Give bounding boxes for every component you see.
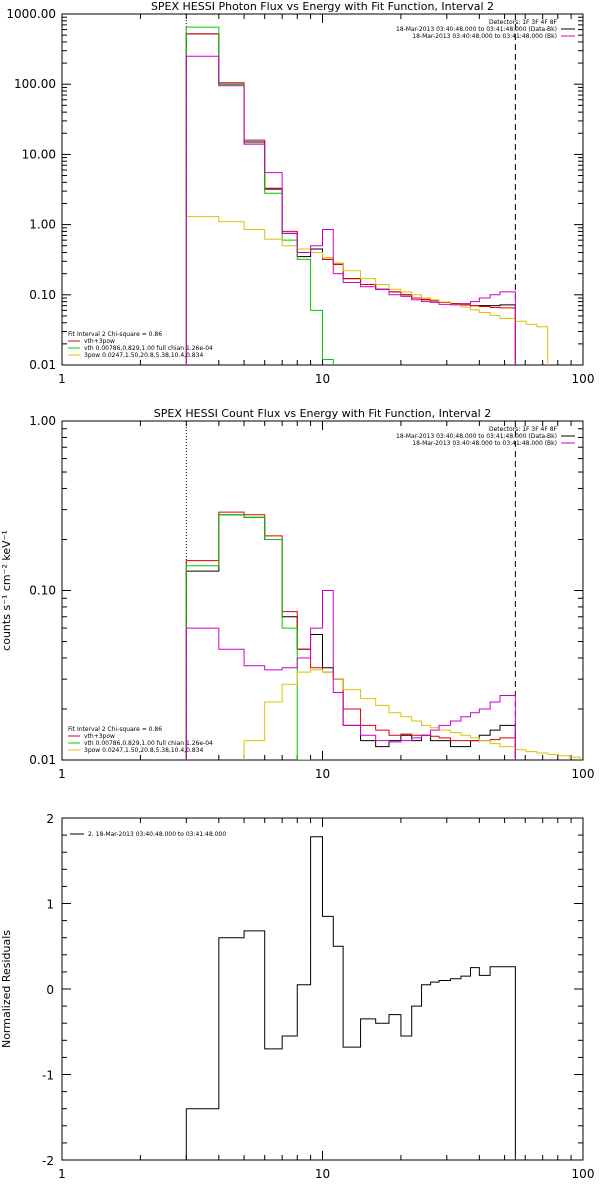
legend-entry: 18-Mar-2013 03:40:48.000 to 03:41:48.000… bbox=[412, 33, 557, 40]
series-line bbox=[185, 836, 516, 1160]
series-line bbox=[185, 26, 334, 365]
chart-title: SPEX HESSI Count Flux vs Energy with Fit… bbox=[154, 407, 491, 420]
y-axis-label: Normalized Residuals bbox=[0, 930, 13, 1048]
legend-entry: 3pow 0.0247,1.50,20.8,5.38,10.4,0.834 bbox=[84, 352, 203, 359]
y-tick-label: 100.00 bbox=[14, 77, 56, 91]
x-tick-label: 100 bbox=[572, 767, 595, 781]
x-tick-label: 1 bbox=[58, 372, 66, 386]
x-tick-label: 100 bbox=[572, 1167, 595, 1181]
series-line bbox=[185, 590, 516, 760]
legend-entry: 2. 18-Mar-2013 03:40:48.000 to 03:41:48.… bbox=[88, 831, 226, 838]
series-line bbox=[243, 669, 581, 760]
x-tick-label: 1 bbox=[58, 1167, 66, 1181]
y-axis-label: counts s⁻¹ cm⁻² keV⁻¹ bbox=[0, 530, 13, 651]
y-tick-label: 1.00 bbox=[29, 414, 56, 428]
x-tick-label: 10 bbox=[315, 372, 330, 386]
x-tick-label: 10 bbox=[315, 1167, 330, 1181]
legend-entry: vth+3pow bbox=[84, 733, 115, 740]
legend-entry: vth+3pow bbox=[84, 338, 115, 345]
legend-entry: vth 0.00786,0.829,1.00 full chian 1.26e-… bbox=[84, 345, 213, 352]
legend-entry: Fit Interval 2 Chi-square = 0.86 bbox=[68, 331, 162, 338]
y-tick-label: 0.01 bbox=[29, 358, 56, 372]
legend-entry: 18-Mar-2013 03:40:48.000 to 03:41:48.000… bbox=[412, 440, 557, 447]
series-line bbox=[185, 511, 516, 760]
photon-flux-panel: SPEX HESSI Photon Flux vs Energy with Fi… bbox=[6, 0, 595, 386]
y-tick-label: 0.01 bbox=[29, 753, 56, 767]
y-tick-label: 1000.00 bbox=[6, 7, 56, 21]
x-tick-label: 10 bbox=[315, 767, 330, 781]
series-line bbox=[185, 216, 549, 365]
chart-title: SPEX HESSI Photon Flux vs Energy with Fi… bbox=[151, 0, 494, 13]
y-tick-label: 1.00 bbox=[29, 218, 56, 232]
y-tick-label: -2 bbox=[42, 1154, 54, 1168]
series-line bbox=[185, 514, 516, 760]
legend-entry: 3pow 0.0247,1.50,20.8,5.38,10.4,0.834 bbox=[84, 747, 203, 754]
series-line bbox=[185, 514, 312, 760]
legend-entry: 18-Mar-2013 03:40:48.000 to 03:41:48.000… bbox=[396, 433, 557, 440]
legend-entry: 18-Mar-2013 03:40:48.000 to 03:41:48.000… bbox=[396, 26, 557, 33]
y-tick-label: 2 bbox=[46, 812, 54, 826]
y-tick-label: 0 bbox=[46, 983, 54, 997]
x-tick-label: 100 bbox=[572, 372, 595, 386]
y-tick-label: 0.10 bbox=[29, 584, 56, 598]
legend-entry: Detectors: 1F 3F 4F 8F bbox=[489, 426, 558, 433]
legend-entry: vth 0.00786,0.829,1.00 full chian 1.26e-… bbox=[84, 740, 213, 747]
y-tick-label: -1 bbox=[42, 1069, 54, 1083]
legend-entry: Fit Interval 2 Chi-square = 0.86 bbox=[68, 726, 162, 733]
y-tick-label: 0.10 bbox=[29, 288, 56, 302]
count-flux-panel: SPEX HESSI Count Flux vs Energy with Fit… bbox=[0, 407, 595, 781]
series-line bbox=[185, 55, 516, 365]
legend-entry: Detectors: 1F 3F 4F 8F bbox=[489, 19, 558, 26]
x-tick-label: 1 bbox=[58, 767, 66, 781]
y-tick-label: 10.00 bbox=[22, 147, 56, 161]
y-tick-label: 1 bbox=[46, 898, 54, 912]
